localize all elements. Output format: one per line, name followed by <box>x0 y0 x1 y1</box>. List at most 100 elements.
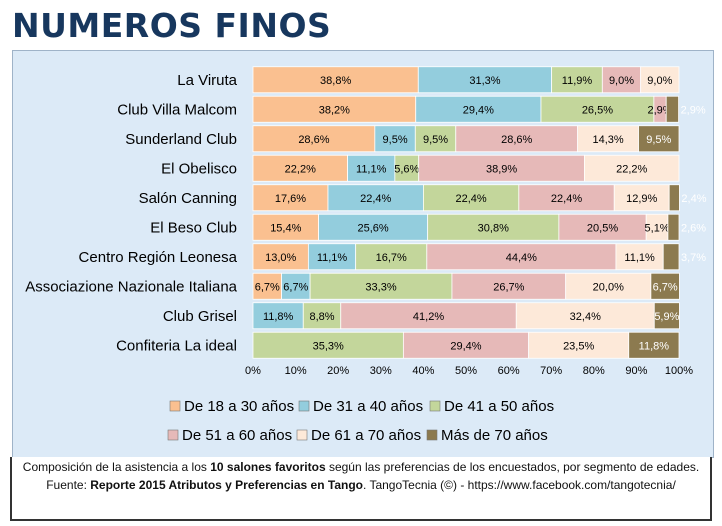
data-label: 38,9% <box>486 163 517 175</box>
data-label: 38,2% <box>319 104 350 116</box>
data-label: 13,0% <box>265 252 296 264</box>
bar-segment <box>667 213 680 241</box>
bar-segment <box>653 302 680 330</box>
bar-segment <box>252 125 376 153</box>
data-label: 11,1% <box>317 252 348 264</box>
bar-segment <box>613 184 670 212</box>
legend-swatch <box>167 429 179 441</box>
x-tick-label: 60% <box>498 365 520 377</box>
bar-segment <box>252 213 320 241</box>
data-label: 35,3% <box>313 340 344 352</box>
data-label: 30,8% <box>478 222 509 234</box>
data-label: 15,4% <box>270 222 301 234</box>
category-label: Confiteria La ideal <box>116 337 237 354</box>
caption-text-3: . TangoTecnia (©) - https://www.facebook… <box>363 478 676 492</box>
bar-segment <box>615 243 664 271</box>
data-label: 38,8% <box>320 75 351 87</box>
data-label: 20,0% <box>593 281 624 293</box>
category-label: Club Grisel <box>163 308 237 325</box>
data-label: 26,7% <box>493 281 524 293</box>
category-label: Sunderland Club <box>125 131 237 148</box>
bar-segment <box>415 95 542 123</box>
bar-segment <box>665 95 679 123</box>
data-label: 22,2% <box>285 163 316 175</box>
bar-segment <box>540 95 655 123</box>
x-tick-label: 10% <box>285 365 307 377</box>
data-label: 9,0% <box>647 75 672 87</box>
x-tick-label: 40% <box>412 365 434 377</box>
bar-segment <box>601 66 642 94</box>
data-label: 11,1% <box>624 252 655 264</box>
bar-segment <box>650 272 680 300</box>
data-label: 2,9% <box>681 104 706 116</box>
x-tick-label: 50% <box>455 365 477 377</box>
legend-swatch <box>296 429 308 441</box>
category-label: La Viruta <box>177 72 237 89</box>
bar-segment <box>640 66 680 94</box>
legend-swatch <box>426 429 438 441</box>
data-label: 23,5% <box>563 340 594 352</box>
bar-segment <box>577 125 639 153</box>
data-label: 29,4% <box>450 340 481 352</box>
bar-segment <box>252 272 282 300</box>
x-tick-label: 30% <box>370 365 392 377</box>
bar-segment <box>252 302 304 330</box>
bar-segment <box>402 331 530 359</box>
data-label: 14,3% <box>592 134 623 146</box>
data-label: 5,6% <box>394 163 419 175</box>
legend-label: De 18 a 30 años <box>184 398 294 415</box>
data-label: 11,1% <box>356 163 387 175</box>
bar-segment <box>414 125 457 153</box>
bar-segment <box>417 66 553 94</box>
data-label: 6,7% <box>653 281 678 293</box>
bar-segment <box>347 154 396 182</box>
bar-segment <box>515 302 655 330</box>
data-label: 22,4% <box>551 193 582 205</box>
chart-caption: Composición de la asistencia a los 10 sa… <box>10 457 712 521</box>
bar-segment <box>662 243 680 271</box>
bar-segment <box>638 125 680 153</box>
data-label: 11,8% <box>263 311 294 323</box>
legend-label: De 61 a 70 años <box>311 427 421 444</box>
data-label: 17,6% <box>275 193 306 205</box>
data-label: 22,4% <box>456 193 487 205</box>
caption-text-2: según las preferencias de los encuestado… <box>46 460 700 492</box>
legend-label: De 51 a 60 años <box>182 427 292 444</box>
bar-segment <box>374 125 416 153</box>
data-label: 11,9% <box>562 75 593 87</box>
data-label: 33,3% <box>365 281 396 293</box>
bar-segment <box>418 154 585 182</box>
bar-segment <box>327 184 424 212</box>
category-label: El Beso Club <box>150 219 237 236</box>
data-label: 44,4% <box>506 252 537 264</box>
data-label: 2,6% <box>681 222 706 234</box>
data-label: 22,2% <box>616 163 647 175</box>
bar-segment <box>528 331 630 359</box>
bar-segment <box>628 331 680 359</box>
data-label: 32,4% <box>570 311 601 323</box>
bar-segment <box>422 184 520 212</box>
data-label: 20,5% <box>587 222 618 234</box>
legend-label: De 31 a 40 años <box>313 398 423 415</box>
caption-bold-2: Reporte 2015 Atributos y Preferencias en… <box>90 478 363 492</box>
x-tick-label: 20% <box>327 365 349 377</box>
data-label: 25,6% <box>358 222 389 234</box>
data-label: 9,5% <box>646 134 671 146</box>
page-title: NUMEROS FINOS <box>12 6 332 45</box>
legend-label: Más de 70 años <box>441 427 548 444</box>
data-label: 26,5% <box>582 104 613 116</box>
bar-segment <box>455 125 579 153</box>
caption-bold-1: 10 salones favoritos <box>210 460 326 474</box>
bar-segment <box>551 66 603 94</box>
bar-segment <box>252 184 329 212</box>
category-label: El Obelisco <box>161 160 237 177</box>
bar-segment <box>252 66 419 94</box>
data-label: 9,5% <box>383 134 408 146</box>
data-label: 9,5% <box>423 134 448 146</box>
data-label: 28,6% <box>298 134 329 146</box>
x-tick-label: 90% <box>625 365 647 377</box>
bar-segment <box>340 302 517 330</box>
x-tick-label: 80% <box>583 365 605 377</box>
